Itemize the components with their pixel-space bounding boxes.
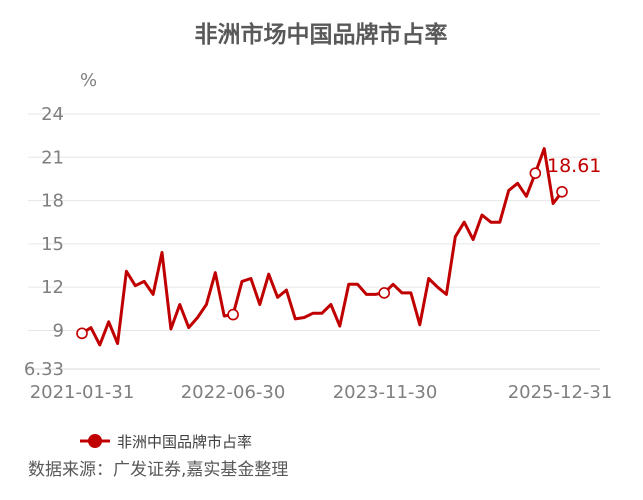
x-tick-label: 2022-06-30: [181, 382, 286, 403]
series-line: [80, 147, 564, 347]
legend: 非洲中国品牌市占率: [80, 433, 252, 451]
x-tick-label: 2021-01-31: [30, 382, 135, 403]
legend-marker-swatch: [88, 434, 102, 448]
y-tick-label: 12: [41, 277, 64, 298]
legend-series-label: 非洲中国品牌市占率: [117, 433, 252, 451]
data-point-marker: [556, 185, 568, 198]
y-tick-label: 24: [41, 104, 64, 125]
y-axis-unit: %: [80, 70, 97, 91]
data-point-marker: [227, 308, 239, 321]
chart-title: 非洲市场中国品牌市占率: [195, 21, 448, 48]
x-tick-label: 2025-12-31: [508, 382, 613, 403]
y-tick-label: 18: [41, 191, 64, 212]
series-layer: [80, 147, 564, 347]
y-tick-label: 9: [53, 320, 64, 341]
data-point-marker: [378, 287, 391, 299]
y-tick-label: 15: [41, 234, 64, 255]
x-axis-ticks: 2021-01-31 2022-06-30 2023-11-30 2025-12-31: [30, 382, 613, 403]
last-value-label: 18.61: [547, 155, 601, 177]
y-axis-ticks: 24 21 18 15 12 9 6.33: [24, 104, 64, 380]
data-point-marker: [76, 327, 88, 340]
x-tick-label: 2023-11-30: [333, 382, 438, 403]
marker-layer: [76, 167, 568, 340]
y-tick-label: 21: [41, 147, 64, 168]
data-point-marker: [529, 167, 542, 179]
y-tick-label: 6.33: [24, 359, 64, 380]
source-note: 数据来源：广发证券,嘉实基金整理: [28, 460, 288, 480]
